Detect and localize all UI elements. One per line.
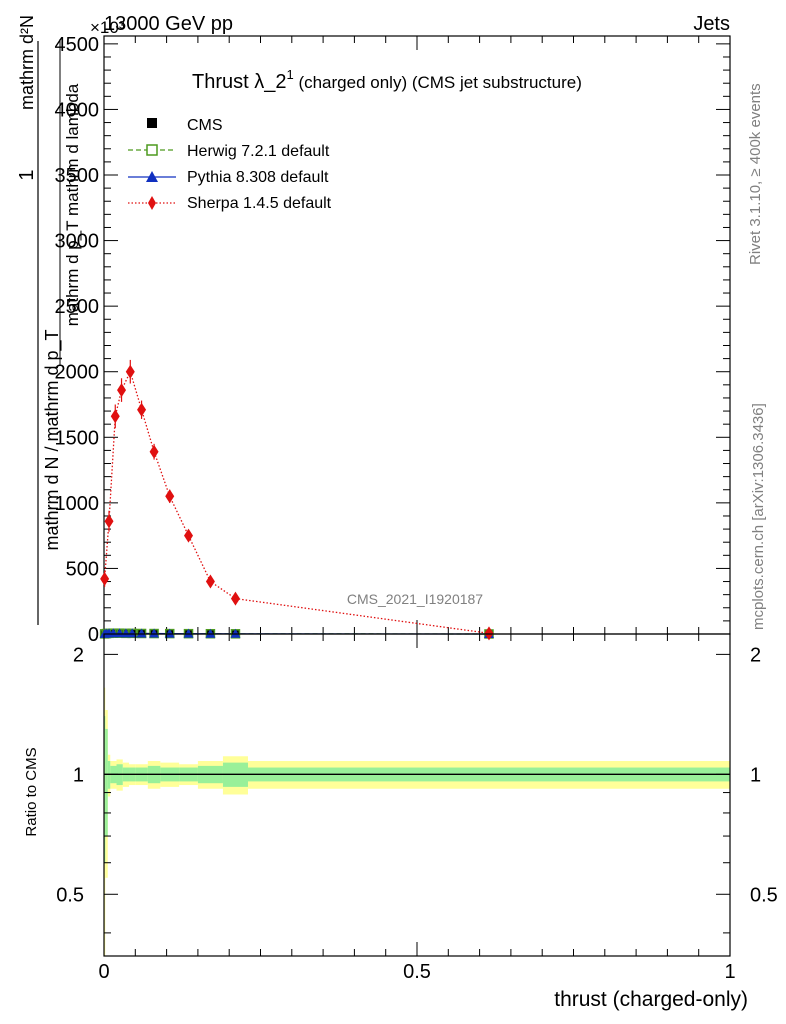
pythia-data-point	[164, 628, 175, 638]
legend: CMS Herwig 7.2.1 default Pythia 8.308 de…	[128, 117, 332, 212]
pythia-data-point	[136, 628, 147, 638]
sherpa-data-point	[137, 402, 147, 417]
main-y-axis-label: 1 mathrm d²N mathrm d N / mathrm d p_T m…	[16, 15, 82, 625]
process-label: Jets	[693, 13, 730, 35]
legend-sherpa-marker	[148, 196, 156, 210]
legend-cms-marker	[147, 118, 157, 128]
sherpa-data-point	[165, 489, 175, 504]
main-y-tick-label: 500	[66, 558, 99, 580]
pythia-data-point	[108, 628, 119, 638]
main-y-tick-label: 0	[88, 624, 99, 646]
pythia-data-point	[114, 628, 125, 638]
plot-title-superscript: 1	[286, 67, 293, 82]
sherpa-data-point	[230, 591, 240, 606]
main-y-tick-label: 3000	[55, 231, 100, 253]
ratio-y-tick-label-left: 1	[73, 764, 84, 786]
x-axis-label: thrust (charged-only)	[554, 988, 748, 1011]
y-exponent-label: ×10³	[90, 18, 125, 37]
main-y-tick-label: 2500	[55, 296, 100, 318]
main-x-ticks	[103, 36, 731, 634]
plot-title-suffix: (charged only) (CMS jet substructure)	[294, 73, 582, 92]
legend-herwig-label: Herwig 7.2.1 default	[187, 143, 330, 160]
sherpa-data-point	[100, 571, 110, 586]
pythia-data-point	[205, 628, 216, 638]
ratio-x-axis: 0 0.5 1	[98, 634, 736, 983]
sherpa-data-point	[149, 444, 159, 459]
ratio-y-axis-label: Ratio to CMS	[23, 747, 40, 836]
main-y-tick-label: 1000	[55, 493, 100, 515]
main-y-axis: 0 500 1000 1500 2000 2500 3000 3500 4000 4500	[55, 34, 730, 646]
pythia-data-point	[149, 628, 160, 638]
pythia-data-point	[230, 628, 241, 638]
main-y-tick-label: 4000	[55, 99, 100, 121]
sherpa-data-point	[125, 364, 135, 379]
x-tick-label: 0	[98, 961, 109, 983]
pythia-data-point	[127, 628, 138, 638]
x-tick-label: 1	[724, 961, 735, 983]
ratio-y-tick-label-left: 0.5	[56, 884, 84, 906]
sherpa-data-point	[110, 409, 120, 424]
plot-title: Thrust λ_21 (charged only) (CMS jet subs…	[192, 67, 582, 93]
pythia-data-point	[120, 628, 131, 638]
ratio-y-tick-label-right: 0.5	[750, 884, 778, 906]
ylabel-frac1-denominator: mathrm d p_T mathrm d lambda	[63, 83, 82, 326]
rivet-version-label: Rivet 3.1.10, ≥ 400k events	[747, 83, 764, 265]
main-y-tick-label: 4500	[55, 34, 100, 56]
x-tick-label: 0.5	[403, 961, 431, 983]
ratio-y-tick-label-left: 2	[73, 644, 84, 666]
legend-herwig-marker	[146, 144, 158, 156]
main-y-tick-label: 1500	[55, 427, 100, 449]
legend-sherpa-label: Sherpa 1.4.5 default	[187, 195, 332, 212]
analysis-watermark: CMS_2021_I1920187	[347, 591, 483, 607]
main-y-tick-label: 2000	[55, 362, 100, 384]
legend-pythia-label: Pythia 8.308 default	[187, 169, 329, 186]
ratio-uncertainty-bands	[104, 687, 731, 956]
ratio-y-tick-label-right: 2	[750, 644, 761, 666]
main-y-tick-label: 3500	[55, 165, 100, 187]
sherpa-data-point	[104, 514, 114, 529]
ratio-band-green	[105, 728, 108, 837]
sherpa-data-point	[205, 574, 215, 589]
sherpa-data-point	[117, 383, 127, 398]
sherpa-data-point	[484, 626, 494, 641]
ylabel-frac2-denominator: mathrm d N / mathrm d p_T	[42, 329, 63, 550]
mcplots-credit-label: mcplots.cern.ch [arXiv:1306.3436]	[750, 403, 767, 630]
ratio-y-tick-label-right: 1	[750, 764, 761, 786]
plot-title-main: Thrust λ_2	[192, 71, 286, 93]
ratio-plot-frame	[103, 633, 731, 957]
energy-label: 13000 GeV pp	[104, 13, 233, 35]
ratio-y-axis: 0.5 0.5 1 1 2 2	[56, 644, 778, 934]
legend-cms-label: CMS	[187, 117, 223, 134]
ratio-band-green	[104, 716, 106, 863]
legend-pythia-marker	[146, 171, 158, 182]
ylabel-frac1-numerator: mathrm d²N	[17, 15, 37, 110]
ylabel-numerator-one: 1	[16, 169, 38, 180]
sherpa-data-point	[184, 528, 194, 543]
pythia-data-point	[183, 628, 194, 638]
